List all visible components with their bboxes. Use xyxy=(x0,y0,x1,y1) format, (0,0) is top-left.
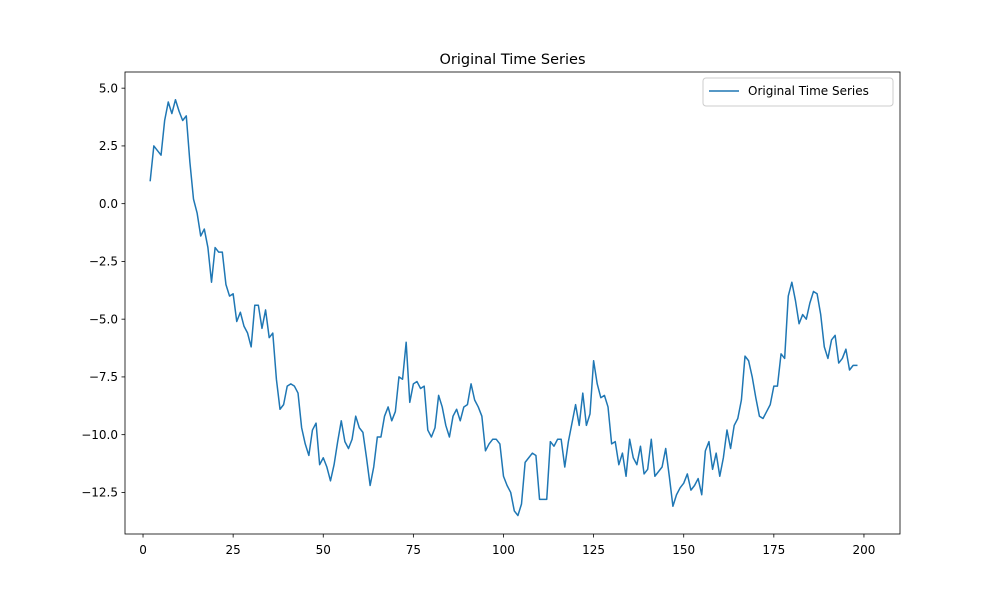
y-tick-label: 2.5 xyxy=(99,139,118,153)
y-tick-label: −7.5 xyxy=(89,370,118,384)
x-tick-label: 200 xyxy=(853,543,876,557)
plot-frame xyxy=(124,71,901,535)
y-tick-label: −10.0 xyxy=(81,428,118,442)
x-tick-label: 75 xyxy=(406,543,421,557)
x-axis: 0 25 50 75 100 125 150 175 200 xyxy=(139,534,875,557)
y-tick-label: −2.5 xyxy=(89,255,118,269)
y-tick-label: 0.0 xyxy=(99,197,118,211)
y-tick-label: 5.0 xyxy=(99,81,118,95)
y-axis: 5.0 2.5 0.0 −2.5 −5.0 −7.5 −10.0 −12.5 xyxy=(81,81,125,500)
legend-box xyxy=(702,77,894,107)
x-tick-label: 25 xyxy=(225,543,240,557)
series-line-original-time-series xyxy=(149,98,858,517)
legend: Original Time Series xyxy=(702,77,894,107)
chart-title: Original Time Series xyxy=(439,52,585,68)
x-tick-label: 0 xyxy=(139,543,147,557)
y-tick-label: −12.5 xyxy=(81,486,118,500)
x-tick-label: 50 xyxy=(316,543,331,557)
y-tick-label: −5.0 xyxy=(89,312,118,326)
legend-label: Original Time Series xyxy=(748,84,869,98)
x-tick-label: 150 xyxy=(672,543,695,557)
x-tick-label: 175 xyxy=(762,543,785,557)
x-tick-label: 100 xyxy=(492,543,515,557)
x-tick-label: 125 xyxy=(582,543,605,557)
plot-area xyxy=(125,72,900,534)
